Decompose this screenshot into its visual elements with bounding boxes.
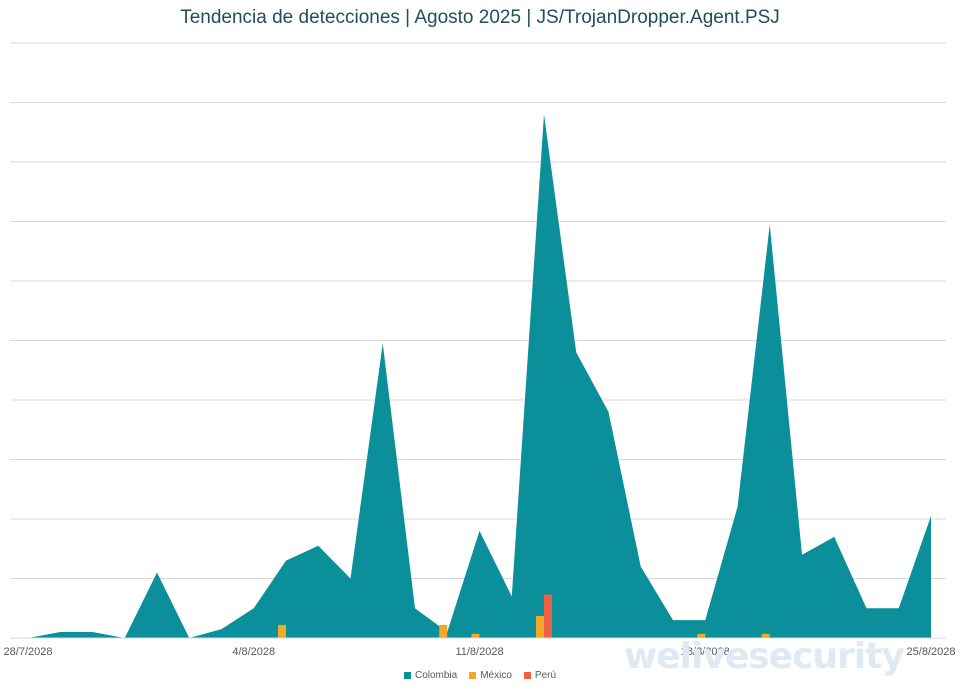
legend: Colombia México Perú (0, 670, 960, 681)
legend-swatch-peru (523, 672, 531, 679)
x-tick-label: 11/8/2028 (455, 646, 503, 658)
bar-series-layer (278, 594, 770, 638)
x-tick-label: 28/7/2028 (4, 646, 53, 658)
area-series-colombia (28, 114, 931, 638)
bar-mexico (761, 633, 770, 638)
watermark-logo: welivesecurity (624, 636, 905, 677)
chart-title: Tendencia de detecciones | Agosto 2025 |… (180, 7, 780, 28)
gridlines (10, 42, 946, 579)
legend-swatch-colombia (403, 672, 411, 679)
legend-label-colombia: Colombia (414, 670, 458, 681)
bar-mexico (471, 633, 480, 638)
legend-label-mexico: México (480, 670, 512, 681)
bar-mexico (439, 624, 448, 638)
legend-item-mexico: México (469, 670, 512, 681)
bar-peru (544, 594, 552, 638)
area-series-layer (28, 114, 931, 638)
x-axis-ticks: 28/7/2028 4/8/2028 11/8/2028 18/8/2028 25/8/… (4, 646, 956, 658)
bar-mexico (697, 633, 706, 638)
x-tick-label: 18/8/2028 (681, 646, 730, 658)
legend-label-peru: Perú (534, 670, 557, 681)
x-tick-label: 4/8/2028 (232, 646, 275, 658)
x-tick-label: 25/8/2028 (907, 646, 956, 658)
bar-mexico (278, 624, 286, 638)
legend-swatch-mexico (469, 672, 477, 679)
bar-mexico (536, 615, 544, 638)
legend-item-colombia: Colombia (403, 670, 458, 681)
legend-item-peru: Perú (523, 670, 557, 681)
